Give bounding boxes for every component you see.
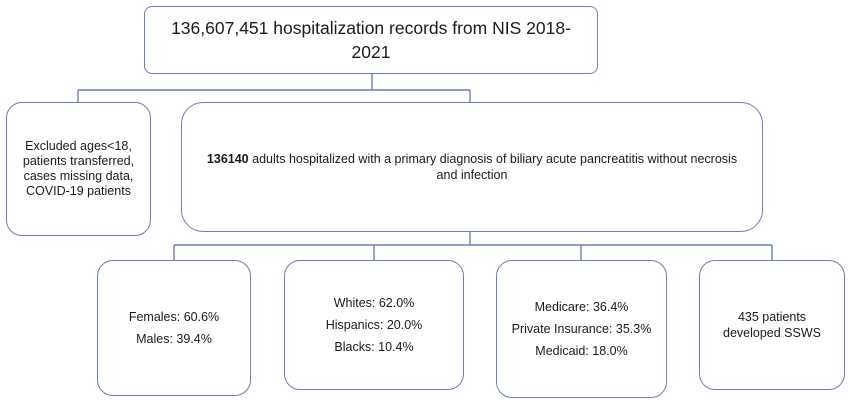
included-adults-box: 136140 adults hospitalized with a primar… (181, 102, 763, 232)
ssws-line-1: 435 patients (737, 310, 807, 324)
females-stat: Females: 60.6% (128, 310, 220, 324)
excluded-line-4: COVID-19 patients (26, 184, 131, 198)
blacks-stat: Blacks: 10.4% (334, 340, 414, 354)
included-adults-line-1: 136140 adults hospitalized with a primar… (207, 151, 737, 167)
males-stat: Males: 39.4% (136, 332, 212, 346)
whites-stat: Whites: 62.0% (333, 296, 415, 310)
sex-distribution-box: Females: 60.6% Males: 39.4% (97, 260, 251, 396)
medicare-stat: Medicare: 36.4% (534, 300, 629, 314)
total-records-box: 136,607,451 hospitalization records from… (144, 6, 598, 74)
excluded-line-1: Excluded ages<18, (25, 139, 132, 153)
medicaid-stat: Medicaid: 18.0% (535, 344, 628, 358)
excluded-line-3: cases missing data, (23, 169, 134, 183)
insurance-distribution-box: Medicare: 36.4% Private Insurance: 35.3%… (496, 260, 667, 398)
included-adults-count: 136140 (206, 152, 249, 166)
excluded-box: Excluded ages<18, patients transferred, … (6, 102, 151, 236)
excluded-line-2: patients transferred, (22, 154, 135, 168)
ssws-line-2: developed SSWS (723, 326, 821, 340)
total-records-line-1: 136,607,451 hospitalization records from… (171, 18, 571, 38)
total-records-line-2: 2021 (351, 42, 391, 62)
ssws-box: 435 patients developed SSWS (699, 260, 845, 390)
hispanics-stat: Hispanics: 20.0% (325, 318, 423, 332)
included-adults-description: adults hospitalized with a primary diagn… (248, 152, 738, 166)
private-insurance-stat: Private Insurance: 35.3% (511, 322, 652, 336)
included-adults-line-2: and infection (436, 168, 508, 182)
race-distribution-box: Whites: 62.0% Hispanics: 20.0% Blacks: 1… (284, 260, 464, 390)
